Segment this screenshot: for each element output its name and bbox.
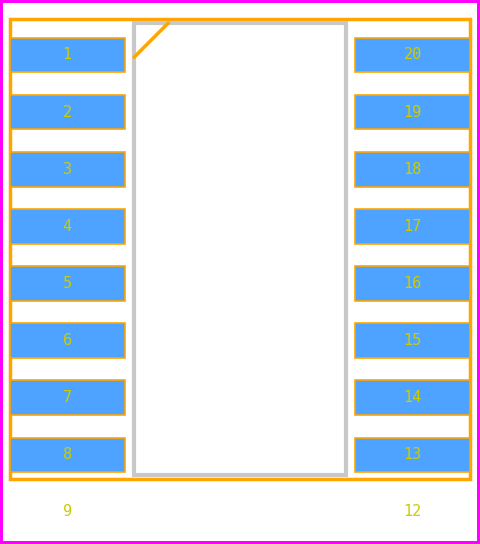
- FancyBboxPatch shape: [355, 152, 470, 187]
- Text: 14: 14: [404, 390, 422, 405]
- FancyBboxPatch shape: [355, 380, 470, 415]
- Text: 5: 5: [62, 276, 72, 291]
- Text: 20: 20: [404, 47, 422, 63]
- FancyBboxPatch shape: [10, 95, 125, 129]
- Text: 2: 2: [62, 104, 72, 120]
- Text: 9: 9: [62, 504, 72, 520]
- FancyBboxPatch shape: [10, 380, 125, 415]
- Text: 12: 12: [404, 504, 422, 520]
- FancyBboxPatch shape: [10, 437, 125, 472]
- FancyBboxPatch shape: [355, 38, 470, 72]
- Text: 8: 8: [62, 447, 72, 462]
- FancyBboxPatch shape: [355, 323, 470, 358]
- FancyBboxPatch shape: [10, 266, 125, 301]
- FancyBboxPatch shape: [10, 323, 125, 358]
- Text: 17: 17: [404, 219, 422, 234]
- FancyBboxPatch shape: [355, 437, 470, 472]
- Text: 15: 15: [404, 333, 422, 348]
- FancyBboxPatch shape: [355, 95, 470, 129]
- Text: 18: 18: [404, 162, 422, 177]
- Text: 6: 6: [62, 333, 72, 348]
- FancyBboxPatch shape: [10, 209, 125, 244]
- Text: 16: 16: [404, 276, 422, 291]
- FancyBboxPatch shape: [10, 152, 125, 187]
- Text: 13: 13: [404, 447, 422, 462]
- Text: 19: 19: [404, 104, 422, 120]
- FancyBboxPatch shape: [355, 209, 470, 244]
- Text: 7: 7: [62, 390, 72, 405]
- FancyBboxPatch shape: [355, 494, 470, 529]
- Text: 4: 4: [62, 219, 72, 234]
- Text: 1: 1: [62, 47, 72, 63]
- FancyBboxPatch shape: [355, 266, 470, 301]
- FancyBboxPatch shape: [10, 494, 125, 529]
- Text: 3: 3: [62, 162, 72, 177]
- FancyBboxPatch shape: [134, 23, 346, 474]
- FancyBboxPatch shape: [10, 38, 125, 72]
